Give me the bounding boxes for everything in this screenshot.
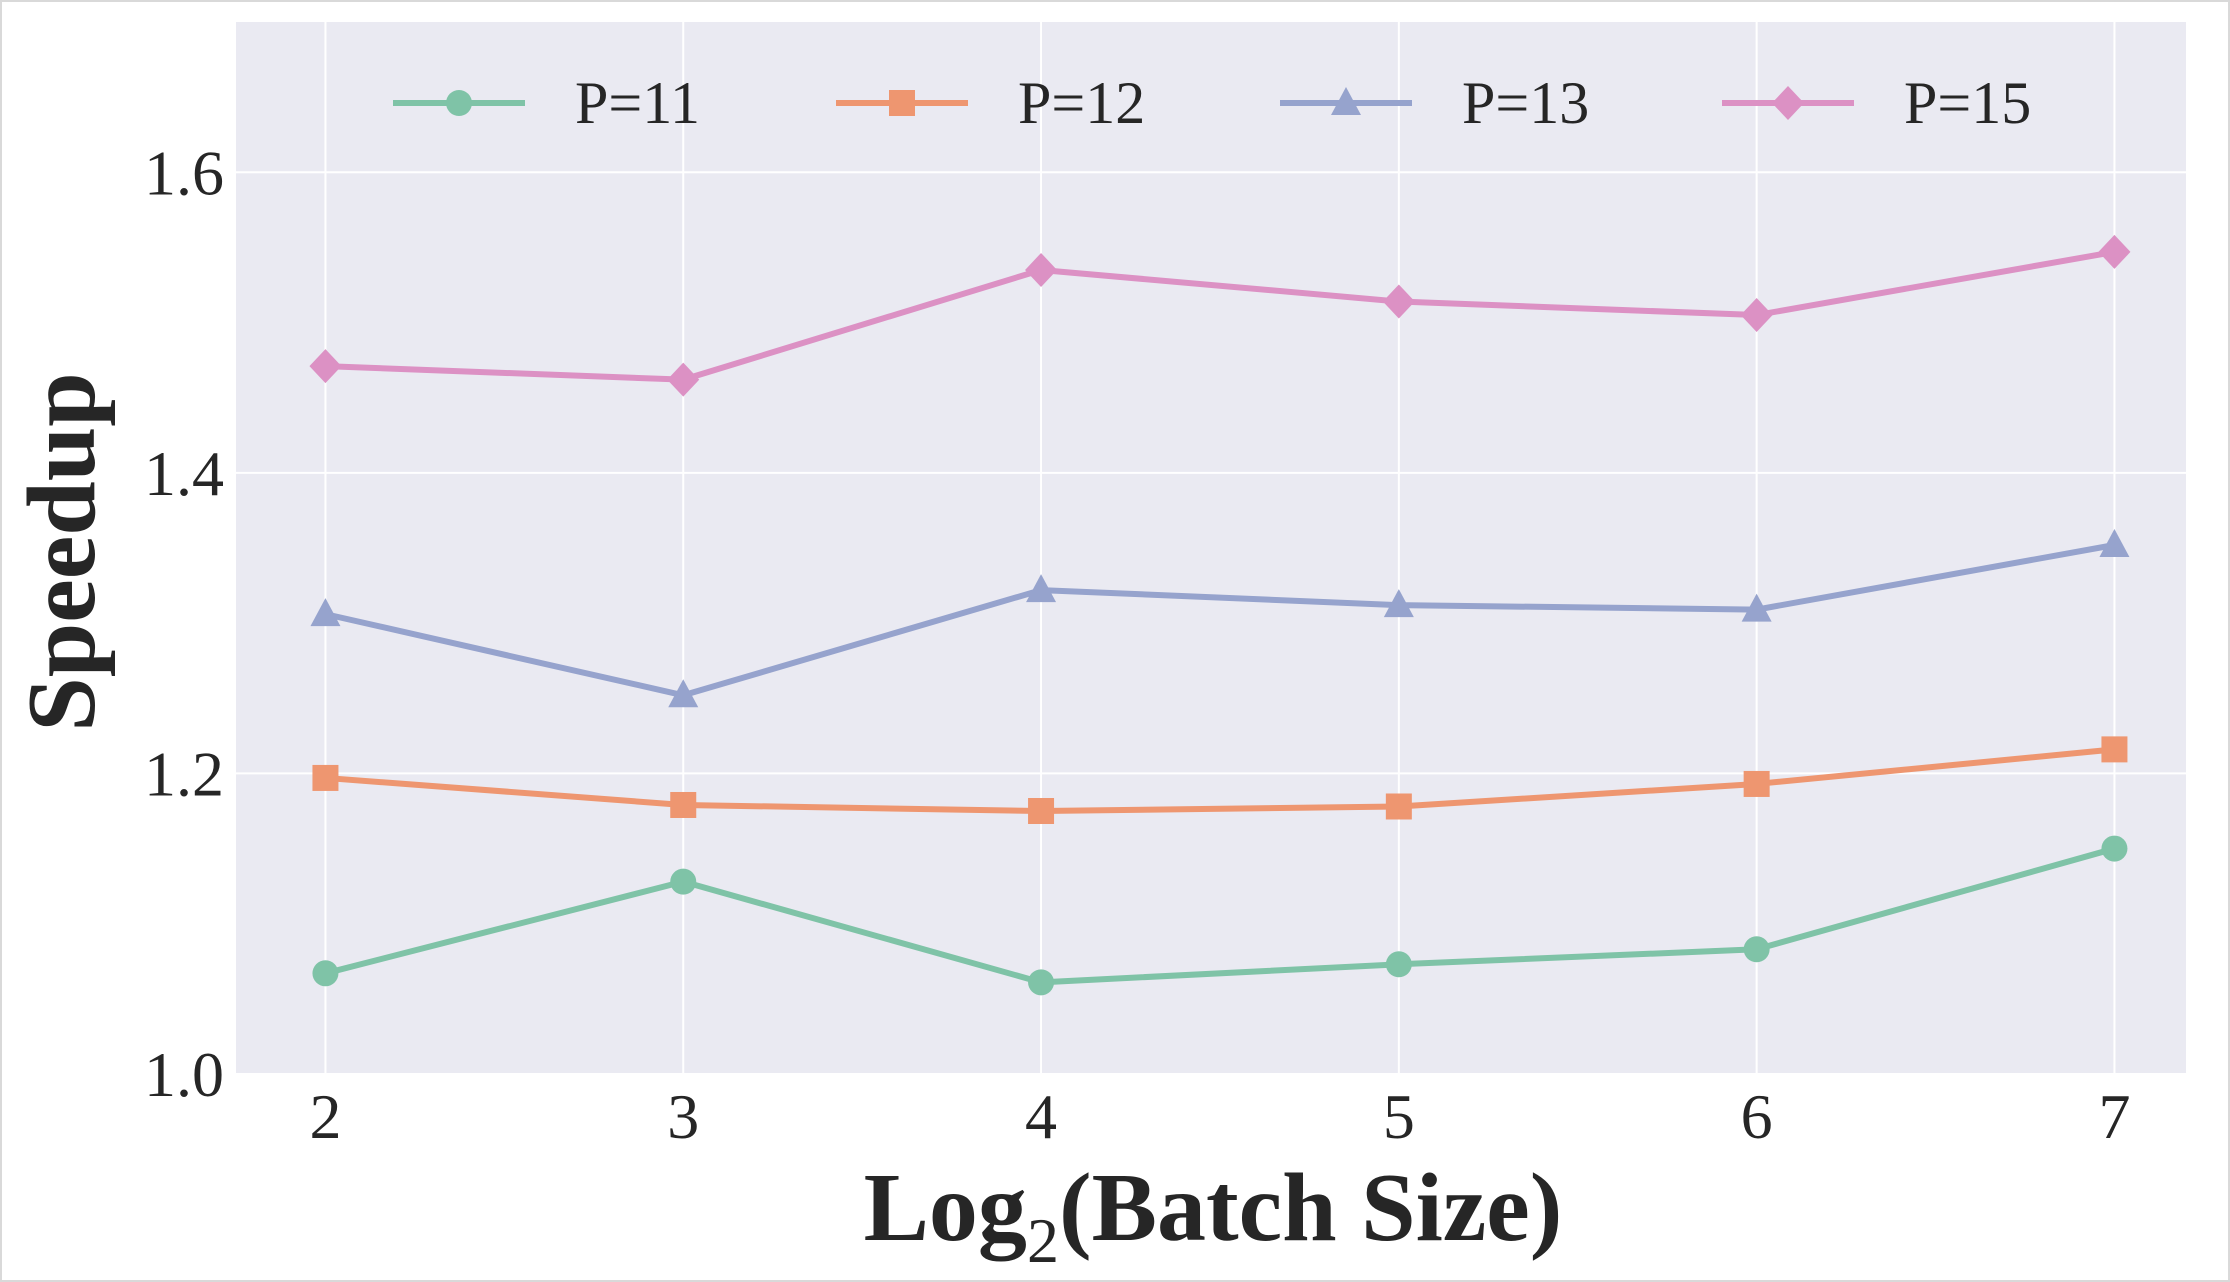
series-point bbox=[312, 764, 339, 791]
series-point bbox=[1385, 951, 1412, 978]
series-line bbox=[324, 845, 2116, 986]
legend: P=11 P=12 P=13 P=15 bbox=[393, 70, 2031, 136]
series-marker-group bbox=[310, 528, 2130, 708]
x-tick-label: 6 bbox=[1741, 1081, 1773, 1152]
series-line bbox=[325, 248, 2115, 383]
x-tick-labels: 2 3 4 5 6 7 bbox=[309, 1081, 2130, 1152]
legend-label: P=11 bbox=[575, 70, 700, 136]
plot-area bbox=[236, 22, 2186, 1074]
legend-label: P=15 bbox=[1904, 70, 2031, 136]
series-point bbox=[1740, 298, 1773, 333]
series-marker-group bbox=[312, 736, 2128, 824]
legend-label: P=12 bbox=[1018, 70, 1145, 136]
series-point bbox=[670, 791, 697, 818]
series-point bbox=[1743, 770, 1770, 797]
x-tick-label: 3 bbox=[667, 1081, 699, 1152]
x-tick-label: 5 bbox=[1383, 1081, 1415, 1152]
legend-label: P=13 bbox=[1462, 70, 1589, 136]
legend-marker bbox=[889, 90, 915, 116]
series-point bbox=[1385, 793, 1412, 820]
legend-item: P=13 bbox=[1280, 70, 1589, 136]
series-marker-group bbox=[309, 234, 2131, 397]
series-point bbox=[1743, 936, 1770, 963]
series-point bbox=[2101, 835, 2128, 862]
y-tick-label: 1.4 bbox=[144, 438, 224, 509]
y-tick-label: 1.2 bbox=[144, 738, 224, 809]
legend-item: P=15 bbox=[1722, 70, 2031, 136]
x-axis-title: Log2(Batch Size) bbox=[864, 1154, 1563, 1276]
series-point bbox=[670, 868, 697, 895]
series-line bbox=[325, 746, 2115, 814]
y-tick-label: 1.6 bbox=[144, 137, 224, 208]
series-point bbox=[1025, 252, 1058, 287]
series-point bbox=[312, 960, 339, 987]
x-tick-label: 2 bbox=[309, 1081, 341, 1152]
x-tick-label: 4 bbox=[1025, 1081, 1057, 1152]
legend-marker bbox=[446, 90, 472, 116]
series-point bbox=[2099, 528, 2130, 557]
series-marker-group bbox=[312, 835, 2128, 996]
series-point bbox=[668, 679, 699, 708]
y-axis-title: Speedup bbox=[8, 372, 116, 732]
series-point bbox=[310, 598, 341, 627]
legend-marker bbox=[1772, 86, 1804, 120]
series-point bbox=[1028, 798, 1055, 824]
x-axis-title-rest: (Batch Size) bbox=[1059, 1154, 1563, 1262]
x-tick-label: 7 bbox=[2098, 1081, 2130, 1152]
legend-item: P=12 bbox=[836, 70, 1145, 136]
x-axis-title-main: Log bbox=[864, 1154, 1027, 1262]
series-line bbox=[324, 542, 2115, 699]
series-point bbox=[309, 349, 342, 384]
legend-marker bbox=[1331, 87, 1361, 115]
series-markers bbox=[309, 234, 2131, 996]
series-point bbox=[1741, 593, 1772, 622]
y-tick-label: 1.0 bbox=[144, 1039, 224, 1110]
series-point bbox=[1383, 589, 1414, 618]
series-point bbox=[1382, 284, 1415, 319]
series-point bbox=[667, 362, 700, 397]
series-point bbox=[1026, 574, 1057, 603]
series-lines bbox=[324, 248, 2116, 986]
grid-lines bbox=[236, 22, 2186, 1075]
series-point bbox=[2098, 234, 2131, 269]
series-point bbox=[1028, 969, 1055, 996]
x-axis-title-subscript: 2 bbox=[1027, 1205, 1059, 1276]
series-point bbox=[2101, 736, 2128, 763]
legend-item: P=11 bbox=[393, 70, 700, 136]
y-tick-labels: 1.0 1.2 1.4 1.6 bbox=[144, 137, 224, 1110]
